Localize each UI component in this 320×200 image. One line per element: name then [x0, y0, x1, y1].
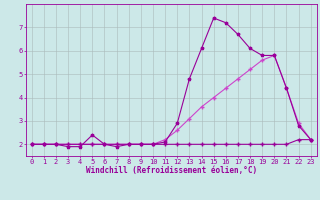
X-axis label: Windchill (Refroidissement éolien,°C): Windchill (Refroidissement éolien,°C) — [86, 166, 257, 175]
